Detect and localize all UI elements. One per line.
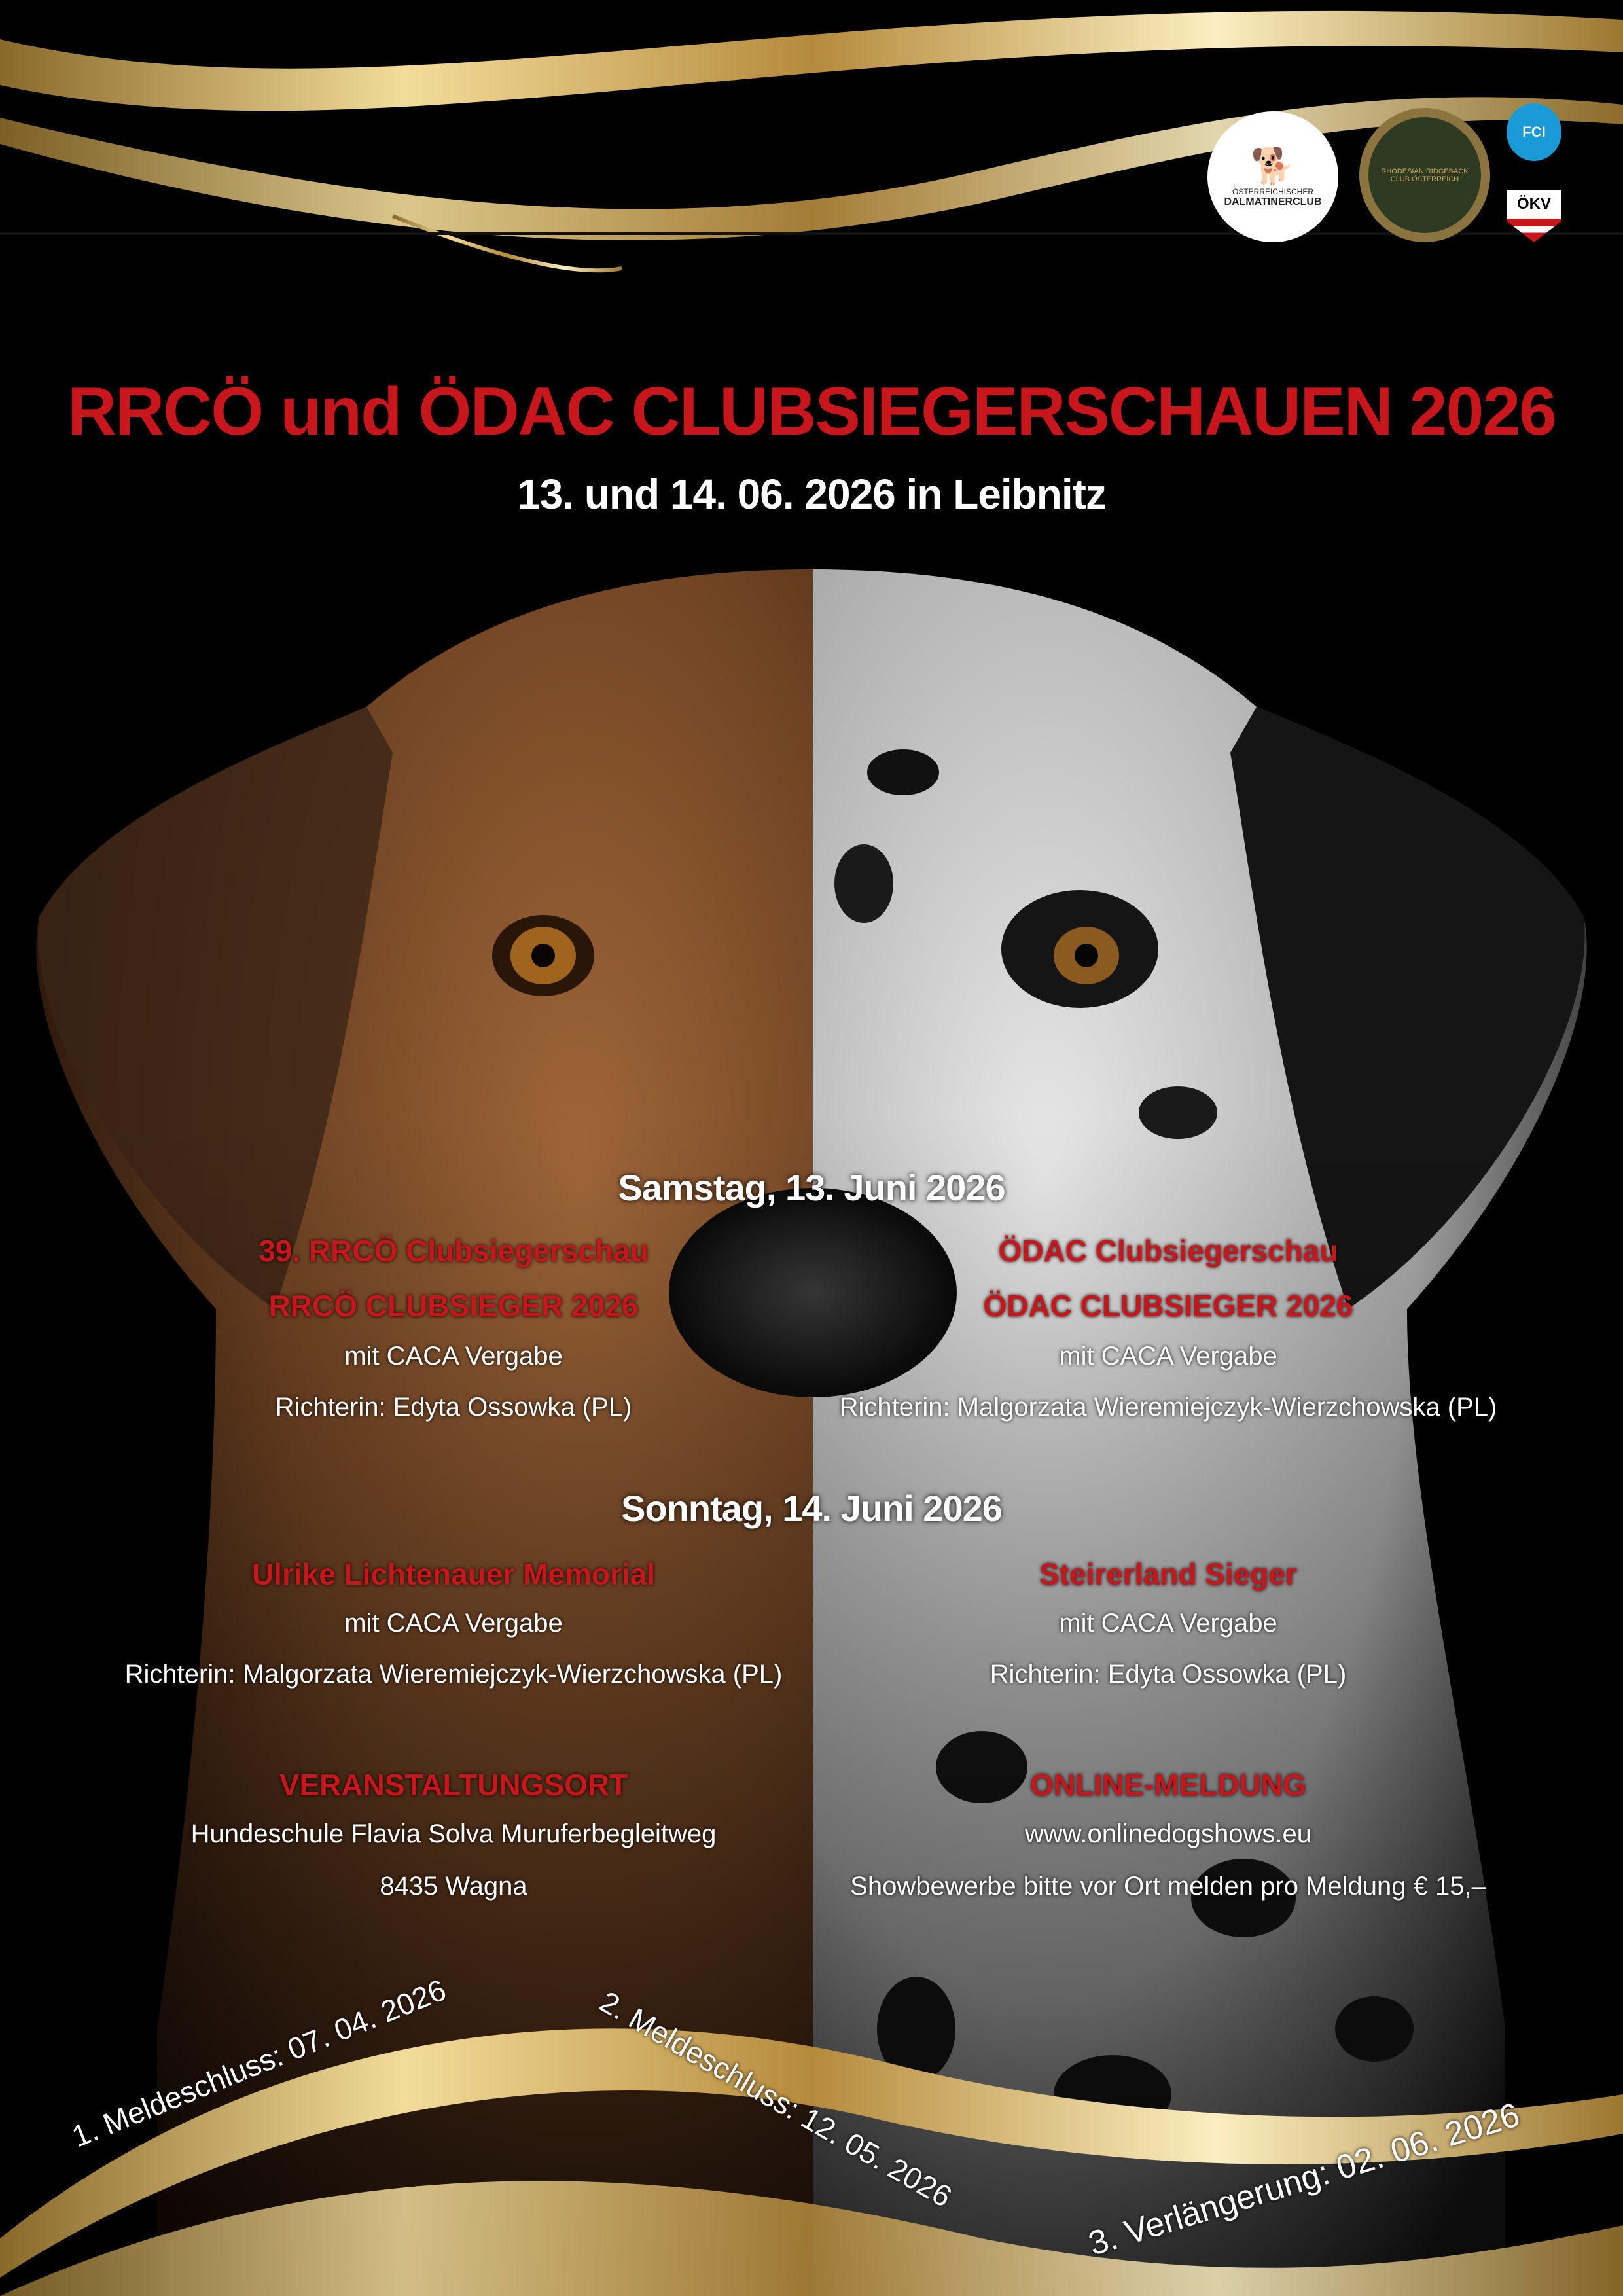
caca-note: mit CACA Vergabe [1059, 1342, 1277, 1371]
caca-note: mit CACA Vergabe [344, 1609, 563, 1638]
online-registration-block: ONLINE-MELDUNG www.onlinedogshows.eu Sho… [762, 1767, 1574, 1901]
show-title: Ulrike Lichtenauer Memorial [251, 1557, 656, 1591]
online-heading: ONLINE-MELDUNG [1030, 1768, 1306, 1802]
judge: Richterin: Malgorzata Wieremiejczyk-Wier… [124, 1660, 783, 1689]
show-award: ÖDAC CLUBSIEGER 2026 [983, 1289, 1353, 1323]
judge: Richterin: Edyta Ossowka (PL) [275, 1393, 632, 1422]
venue-heading: VERANSTALTUNGSORT [279, 1768, 628, 1802]
venue-address: Hundeschule Flavia Solva Muruferbegleitw… [190, 1820, 717, 1848]
show-title: 39. RRCÖ Clubsiegerschau [259, 1234, 649, 1268]
caca-note: mit CACA Vergabe [1059, 1609, 1277, 1638]
event-date-location: 13. und 14. 06. 2026 in Leibnitz [517, 471, 1107, 518]
sunday-right-block: Steirerland Sieger mit CACA Vergabe Rich… [762, 1556, 1574, 1689]
show-title: Steirerland Sieger [1039, 1557, 1297, 1591]
registration-note: Showbewerbe bitte vor Ort melden pro Mel… [850, 1872, 1486, 1901]
registration-link[interactable]: www.onlinedogshows.eu [1024, 1820, 1312, 1848]
dalmatinerclub-logo: 🐕 ÖSTERREICHISCHER DALMATINERCLUB [1207, 111, 1338, 242]
sunday-left-block: Ulrike Lichtenauer Memorial mit CACA Ver… [48, 1556, 859, 1689]
dalmatian-icon: 🐕 [1251, 146, 1295, 186]
show-award: RRCÖ CLUBSIEGER 2026 [268, 1289, 639, 1323]
judge: Richterin: Edyta Ossowka (PL) [990, 1660, 1347, 1689]
saturday-left-block: 39. RRCÖ Clubsiegerschau RRCÖ CLUBSIEGER… [48, 1233, 859, 1422]
show-title: ÖDAC Clubsiegerschau [998, 1234, 1338, 1268]
ridgeback-club-logo: RHODESIAN RIDGEBACK CLUB ÖSTERREICH [1359, 108, 1490, 242]
caca-note: mit CACA Vergabe [344, 1342, 563, 1371]
saturday-right-block: ÖDAC Clubsiegerschau ÖDAC CLUBSIEGER 202… [762, 1233, 1574, 1422]
sunday-heading: Sonntag, 14. Juni 2026 [621, 1488, 1003, 1529]
venue-block: VERANSTALTUNGSORT Hundeschule Flavia Sol… [48, 1767, 859, 1901]
fci-logo: FCI [1507, 103, 1561, 161]
judge: Richterin: Malgorzata Wieremiejczyk-Wier… [839, 1393, 1497, 1422]
page-title: RRCÖ und ÖDAC CLUBSIEGERSCHAUEN 2026 [67, 374, 1557, 450]
venue-city: 8435 Wagna [380, 1872, 527, 1901]
saturday-heading: Samstag, 13. Juni 2026 [618, 1167, 1005, 1208]
